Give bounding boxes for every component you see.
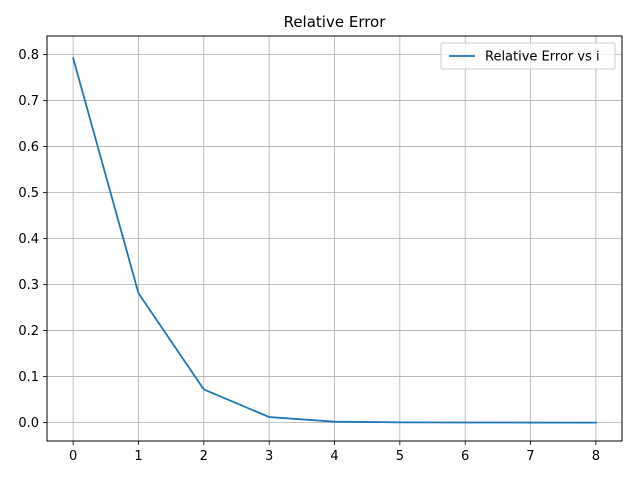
y-tick-label: 0.1 [18,370,39,385]
y-tick-label: 0.2 [18,324,39,339]
series-layer [72,56,597,424]
y-tick-label: 0.5 [18,186,39,201]
legend-box [440,42,616,70]
y-tick-label: 0.8 [18,48,39,63]
chart-title: Relative Error [284,13,387,31]
x-tick-label: 0 [69,449,77,464]
x-tick-label: 6 [461,449,469,464]
grid-lines [47,36,622,441]
y-tick-label: 0.7 [18,94,39,109]
legend-label-relative-error: Relative Error vs i [485,50,600,65]
x-tick-label: 1 [134,449,142,464]
series-line-relative-error [72,56,597,424]
x-tick-label: 5 [396,449,404,464]
axis-ticks: 0 1 2 3 4 5 6 7 8 0.0 0.1 0.2 0.3 0.4 0.5 0.6 0.7 0.8 [18,48,600,464]
x-tick-label: 2 [200,449,208,464]
x-tick-label: 3 [265,449,273,464]
y-tick-label: 0.3 [18,278,39,293]
y-tick-label: 0.0 [18,416,39,431]
x-tick-label: 8 [592,449,600,464]
x-tick-label: 7 [526,449,534,464]
y-tick-label: 0.4 [18,232,39,247]
legend: Relative Error vs i [440,42,616,70]
x-tick-label: 4 [330,449,338,464]
y-tick-label: 0.6 [18,140,39,155]
